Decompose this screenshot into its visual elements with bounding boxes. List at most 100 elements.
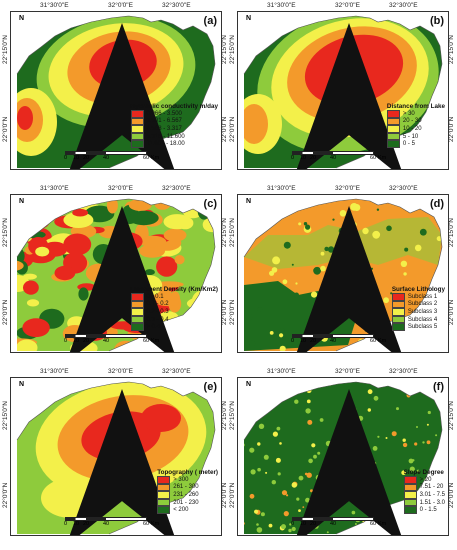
north-arrow-icon: N	[17, 15, 175, 169]
legend-swatch	[391, 315, 405, 324]
legend-label: 3.501 - 6.567	[146, 118, 182, 125]
panel-letter: (f)	[433, 381, 444, 393]
legend-swatch	[130, 125, 144, 133]
latitude-label: 22°15'0"N	[448, 218, 455, 247]
legend-swatch	[130, 300, 144, 309]
legend-swatch	[157, 506, 171, 514]
scale-tick: 40	[103, 338, 110, 344]
latitude-label: 22°0'0"N	[448, 299, 455, 325]
scale-tick: 10	[73, 155, 80, 161]
scale-tick: 10	[73, 521, 80, 527]
longitude-label: 31°30'0"E	[40, 185, 69, 192]
legend-title: Distance from Lake	[386, 103, 445, 111]
scale-tick: 20	[83, 521, 90, 527]
scale-unit: Km	[378, 155, 387, 161]
legend-label: 6.568 - 3.317	[146, 126, 182, 133]
legend-item: 11.601 - 18.00	[130, 140, 218, 148]
latitude-label: 22°0'0"N	[2, 116, 9, 142]
legend-label: > 20	[419, 476, 432, 483]
legend-item: 0.2 - 0.3	[130, 308, 218, 316]
scale-tick: 20	[310, 521, 317, 527]
scale-unit: Km	[378, 338, 387, 344]
map-panel: 31°30'0"E 32°0'0"E 32°30'0"E 22°15'0"N 22°0'…	[2, 2, 228, 179]
scale-bar: 0 10 20 40 60 Km	[64, 151, 163, 165]
latitude-label: 22°15'0"N	[229, 401, 236, 430]
map-legend: Slope Degree > 20 7.51 - 20 3.01 - 7.5 1…	[403, 469, 445, 514]
legend-title: Lineament Density (Km/Km2)	[130, 286, 218, 294]
longitude-label: 32°30'0"E	[389, 368, 418, 375]
legend-item: > 30	[386, 110, 445, 118]
legend-swatch	[130, 117, 144, 126]
map-frame: N (c) Lineament Density (Km/Km2) 0 - 0.1 …	[10, 194, 222, 353]
latitude-label: 22°15'0"N	[229, 35, 236, 64]
legend-title: Surface Lithology	[391, 286, 445, 294]
legend-item: > 0.4	[130, 323, 218, 331]
latitude-label: 22°15'0"N	[2, 401, 9, 430]
north-label: N	[246, 198, 252, 205]
scale-tick: 60	[370, 521, 377, 527]
map-panel: 31°30'0"E 32°0'0"E 32°30'0"E 22°15'0"N 22°0'…	[229, 368, 455, 545]
latitude-label: 22°0'0"N	[229, 116, 236, 142]
scale-bar: 0 10 20 40 60 Km	[64, 517, 163, 531]
legend-swatch	[403, 491, 417, 499]
legend-swatch	[130, 140, 144, 148]
north-label: N	[246, 381, 252, 388]
legend-label: < 200	[173, 507, 189, 514]
longitude-label: 32°30'0"E	[162, 368, 191, 375]
latitude-label: 22°0'0"N	[221, 299, 228, 325]
map-legend: Surface Lithology Subclass 1 Subclass 2 …	[391, 286, 445, 331]
latitude-label: 22°0'0"N	[229, 482, 236, 508]
legend-item: 201 - 230	[157, 498, 218, 507]
scale-tick: 40	[103, 155, 110, 161]
scale-tick: 0	[64, 521, 68, 527]
legend-label: Subclass 1	[407, 293, 438, 300]
latitude-label: 22°15'0"N	[448, 401, 455, 430]
map-legend: Hydraulic conductivity m/day 0.066 - 3.5…	[130, 103, 218, 148]
legend-label: Subclass 5	[407, 324, 438, 331]
legend-label: 7.51 - 20	[419, 484, 444, 491]
legend-item: 0 - 1.5	[403, 506, 445, 514]
legend-item: 1.51 - 3.0	[403, 498, 445, 507]
longitude-label: 31°30'0"E	[267, 368, 296, 375]
legend-label: 201 - 230	[173, 499, 199, 506]
legend-label: 3.01 - 7.5	[419, 492, 445, 499]
north-arrow-icon: N	[17, 198, 175, 352]
scale-tick: 40	[330, 338, 337, 344]
legend-swatch	[157, 498, 171, 507]
north-arrow-icon: N	[17, 381, 175, 535]
legend-item: Subclass 4	[391, 315, 445, 324]
scale-unit: Km	[151, 155, 160, 161]
legend-swatch	[157, 476, 171, 484]
legend-swatch	[386, 125, 400, 133]
north-label: N	[246, 15, 252, 22]
scale-tick: 40	[330, 155, 337, 161]
legend-label: Subclass 2	[407, 301, 438, 308]
legend-item: 5 - 10	[386, 132, 445, 141]
longitude-label: 31°30'0"E	[40, 368, 69, 375]
legend-item: 261 - 300	[157, 483, 218, 492]
map-panel: 31°30'0"E 32°0'0"E 32°30'0"E 22°15'0"N 22°0'…	[2, 185, 228, 362]
latitude-label: 22°0'0"N	[2, 299, 9, 325]
legend-swatch	[130, 323, 144, 331]
latitude-label: 22°15'0"N	[221, 35, 228, 64]
map-frame: N (e) Topography ( meter) > 300 261 - 300…	[10, 377, 222, 536]
legend-item: Subclass 3	[391, 308, 445, 316]
map-panel: 31°30'0"E 32°0'0"E 32°30'0"E 22°15'0"N 22°0'…	[229, 185, 455, 362]
map-legend: Distance from Lake > 30 20 - 30 10 - 20 …	[386, 103, 445, 148]
legend-label: 0.2 - 0.3	[146, 309, 169, 316]
legend-item: Subclass 1	[391, 293, 445, 301]
legend-label: 0.3 - 0.4	[146, 316, 169, 323]
legend-swatch	[391, 293, 405, 301]
legend-item: 0 - 0.1	[130, 293, 218, 301]
longitude-label: 31°30'0"E	[40, 2, 69, 9]
legend-swatch	[130, 315, 144, 324]
scale-tick: 0	[64, 338, 68, 344]
scale-unit: Km	[378, 521, 387, 527]
scale-tick: 0	[291, 155, 295, 161]
longitude-label: 32°0'0"E	[108, 2, 133, 9]
legend-item: 10 - 20	[386, 125, 445, 133]
legend-item: > 20	[403, 476, 445, 484]
scale-tick: 60	[370, 338, 377, 344]
legend-item: 3.501 - 6.567	[130, 117, 218, 126]
legend-swatch	[130, 132, 144, 141]
